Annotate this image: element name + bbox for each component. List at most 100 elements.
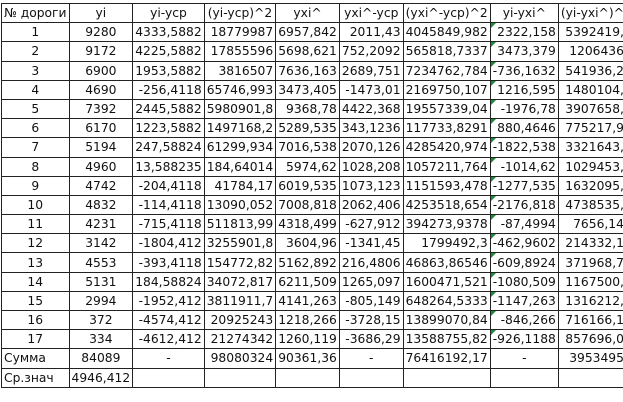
- cell[interactable]: 1057211,764: [402, 156, 491, 177]
- cell[interactable]: 4231: [68, 214, 134, 235]
- cell[interactable]: 4: [1, 79, 70, 100]
- cell[interactable]: yi: [68, 2, 134, 24]
- cell[interactable]: 1: [1, 22, 70, 43]
- cell[interactable]: 13090,052: [203, 194, 277, 216]
- cell[interactable]: 1316212,4: [557, 290, 623, 312]
- cell[interactable]: 8: [1, 156, 70, 177]
- cell[interactable]: 6211,509: [275, 271, 340, 292]
- cell[interactable]: 4045849,982: [402, 22, 491, 43]
- cell[interactable]: -609,8924: [489, 252, 559, 273]
- cell[interactable]: -1822,538: [489, 137, 559, 158]
- cell[interactable]: 9280: [68, 22, 134, 43]
- cell[interactable]: 61299,934: [203, 137, 277, 158]
- cell[interactable]: 6170: [68, 118, 134, 139]
- cell[interactable]: 4960: [68, 156, 134, 177]
- cell[interactable]: [275, 367, 340, 388]
- cell[interactable]: 2445,5882: [132, 98, 205, 120]
- cell[interactable]: 4318,499: [275, 214, 340, 235]
- cell[interactable]: -3686,29: [338, 329, 404, 350]
- cell[interactable]: 394273,9378: [402, 214, 491, 235]
- cell[interactable]: -462,9602: [489, 233, 559, 254]
- cell[interactable]: 3: [1, 60, 70, 81]
- cell[interactable]: -3728,15: [338, 309, 404, 331]
- cell[interactable]: (yi-yср)^2: [203, 2, 277, 24]
- cell[interactable]: 372: [68, 309, 134, 331]
- cell[interactable]: 857696,03: [557, 329, 623, 350]
- cell[interactable]: № дороги: [1, 2, 70, 24]
- cell[interactable]: 565818,7337: [402, 41, 491, 62]
- cell[interactable]: 216,4806: [338, 252, 404, 273]
- cell[interactable]: 2011,43: [338, 22, 404, 43]
- cell[interactable]: 2: [1, 41, 70, 62]
- cell[interactable]: -627,912: [338, 214, 404, 235]
- cell[interactable]: 716166,14: [557, 309, 623, 331]
- cell[interactable]: 5980901,8: [203, 98, 277, 120]
- cell[interactable]: Сумма: [1, 348, 70, 369]
- cell[interactable]: 17: [1, 329, 70, 350]
- cell[interactable]: 4285420,974: [402, 137, 491, 158]
- cell[interactable]: 184,58824: [132, 271, 205, 292]
- cell[interactable]: 7392: [68, 98, 134, 120]
- cell[interactable]: 13588755,82: [402, 329, 491, 350]
- cell[interactable]: 247,58824: [132, 137, 205, 158]
- cell[interactable]: -114,4118: [132, 194, 205, 216]
- cell[interactable]: 14: [1, 271, 70, 292]
- cell[interactable]: -256,4118: [132, 79, 205, 100]
- cell[interactable]: 1260,119: [275, 329, 340, 350]
- cell[interactable]: 16: [1, 309, 70, 331]
- cell[interactable]: 4946,412: [68, 367, 134, 388]
- cell[interactable]: 1497168,2: [203, 118, 277, 139]
- cell[interactable]: 1223,5882: [132, 118, 205, 139]
- cell[interactable]: -736,1632: [489, 60, 559, 81]
- cell[interactable]: 880,4646: [489, 118, 559, 139]
- cell[interactable]: -1804,412: [132, 233, 205, 254]
- cell[interactable]: 1480104,4: [557, 79, 623, 100]
- cell[interactable]: 7636,163: [275, 60, 340, 81]
- cell[interactable]: 5: [1, 98, 70, 120]
- cell[interactable]: 1600471,521: [402, 271, 491, 292]
- cell[interactable]: yxi^-yср: [338, 2, 404, 24]
- cell[interactable]: 5698,621: [275, 41, 340, 62]
- cell[interactable]: 752,2092: [338, 41, 404, 62]
- cell[interactable]: 4333,5882: [132, 22, 205, 43]
- cell[interactable]: 1151593,478: [402, 175, 491, 196]
- cell[interactable]: 1029453,3: [557, 156, 623, 177]
- cell[interactable]: [203, 367, 277, 388]
- cell[interactable]: (yi-yxi^)^2: [557, 2, 623, 24]
- cell[interactable]: 65746,993: [203, 79, 277, 100]
- cell[interactable]: (yxi^-yср)^2: [402, 2, 491, 24]
- cell[interactable]: 39534958: [557, 348, 623, 369]
- cell[interactable]: yi-yxi^: [489, 2, 559, 24]
- cell[interactable]: 1073,123: [338, 175, 404, 196]
- cell[interactable]: 3142: [68, 233, 134, 254]
- cell[interactable]: 1632095,7: [557, 175, 623, 196]
- cell[interactable]: [402, 367, 491, 388]
- cell[interactable]: 7008,818: [275, 194, 340, 216]
- cell[interactable]: 6019,535: [275, 175, 340, 196]
- cell[interactable]: 7234762,784: [402, 60, 491, 81]
- cell[interactable]: Ср.знач: [1, 367, 70, 388]
- cell[interactable]: 10: [1, 194, 70, 216]
- cell[interactable]: 7016,538: [275, 137, 340, 158]
- cell[interactable]: 15: [1, 290, 70, 312]
- cell[interactable]: 5289,535: [275, 118, 340, 139]
- cell[interactable]: 2689,751: [338, 60, 404, 81]
- cell[interactable]: 5974,62: [275, 156, 340, 177]
- cell[interactable]: 3473,405: [275, 79, 340, 100]
- cell[interactable]: 9: [1, 175, 70, 196]
- cell[interactable]: 7656,145: [557, 214, 623, 235]
- cell[interactable]: 1953,5882: [132, 60, 205, 81]
- cell[interactable]: 775217,91: [557, 118, 623, 139]
- cell[interactable]: 4742: [68, 175, 134, 196]
- cell[interactable]: 3811911,7: [203, 290, 277, 312]
- cell[interactable]: 7: [1, 137, 70, 158]
- cell[interactable]: 541936,26: [557, 60, 623, 81]
- cell[interactable]: -1147,263: [489, 290, 559, 312]
- cell[interactable]: -4574,412: [132, 309, 205, 331]
- cell[interactable]: [338, 367, 404, 388]
- cell[interactable]: 1167500,1: [557, 271, 623, 292]
- cell[interactable]: 12064362: [557, 41, 623, 62]
- cell[interactable]: 2322,158: [489, 22, 559, 43]
- cell[interactable]: 4832: [68, 194, 134, 216]
- cell[interactable]: 3255901,8: [203, 233, 277, 254]
